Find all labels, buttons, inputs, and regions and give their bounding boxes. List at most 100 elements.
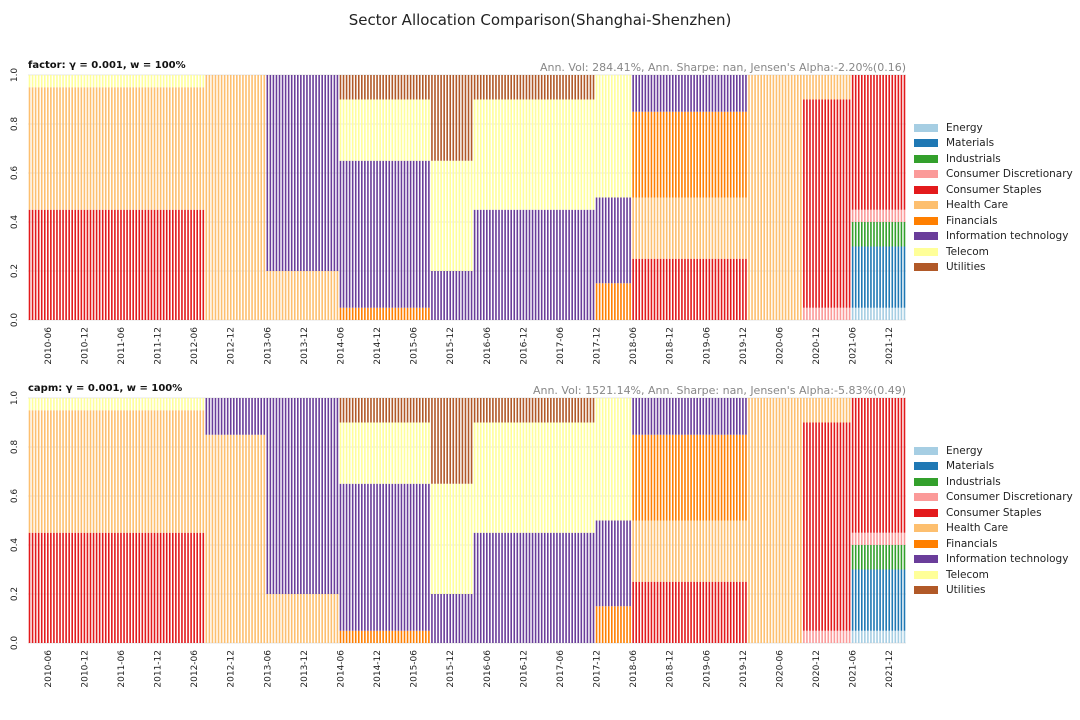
bar-segment-energy xyxy=(885,307,887,320)
legend-item: Health Care xyxy=(914,521,1073,537)
bar-segment-telecom xyxy=(476,99,479,210)
bar-segment-information-technology xyxy=(339,483,342,631)
x-tick-label: 2015-06 xyxy=(410,327,420,365)
bar-segment-health-care xyxy=(181,410,183,533)
bar-segment-health-care xyxy=(150,410,153,533)
bar-segment-consumer-staples xyxy=(104,532,107,643)
bar-segment-information-technology xyxy=(589,209,592,320)
bar-segment-utilities xyxy=(492,398,494,423)
bar-segment-consumer-staples xyxy=(120,532,122,643)
bar-segment-information-technology xyxy=(428,160,430,308)
bar-segment-financials xyxy=(367,307,369,320)
bar-segment-telecom xyxy=(403,99,406,161)
x-tick-label: 2010-12 xyxy=(80,650,90,688)
legend-label: Consumer Discretionary xyxy=(946,168,1073,181)
bar-segment-financials xyxy=(650,111,653,198)
bar-segment-health-care xyxy=(193,410,195,533)
bar-segment-information-technology xyxy=(711,398,714,435)
bar-segment-utilities xyxy=(501,398,503,423)
bar-segment-financials xyxy=(641,111,644,198)
bar-segment-health-care xyxy=(254,75,256,320)
bar-segment-health-care xyxy=(223,75,226,320)
bar-segment-health-care xyxy=(138,87,141,210)
bar-segment-consumer-discretionary xyxy=(845,307,848,320)
bar-segment-consumer-staples xyxy=(37,532,40,643)
bar-segment-information-technology xyxy=(379,483,381,631)
bar-segment-financials xyxy=(388,307,391,320)
bar-segment-information-technology xyxy=(723,398,726,435)
legend-label: Consumer Staples xyxy=(946,506,1042,519)
bar-segment-utilities xyxy=(425,75,427,100)
bar-segment-health-care xyxy=(647,520,650,582)
bar-segment-health-care xyxy=(720,520,723,582)
bar-segment-information-technology xyxy=(537,532,540,643)
bar-segment-health-care xyxy=(644,197,647,259)
bar-segment-health-care xyxy=(117,410,119,533)
bar-segment-telecom xyxy=(370,422,372,484)
bar-segment-health-care xyxy=(199,410,202,533)
bar-segment-materials xyxy=(885,246,887,308)
bar-segment-health-care xyxy=(781,75,784,320)
bar-segment-consumer-staples xyxy=(111,532,113,643)
bar-segment-consumer-staples xyxy=(138,209,141,320)
bar-segment-health-care xyxy=(638,520,641,582)
bar-segment-consumer-staples xyxy=(56,209,58,320)
bar-segment-telecom xyxy=(385,99,388,161)
legend-swatch xyxy=(914,170,938,179)
bar-segment-information-technology xyxy=(586,532,589,643)
bar-segment-information-technology xyxy=(595,520,598,607)
bar-segment-consumer-staples xyxy=(662,258,665,320)
bar-segment-financials xyxy=(739,434,741,521)
bar-segment-utilities xyxy=(440,75,442,161)
bar-segment-health-care xyxy=(80,410,83,533)
bar-segment-financials xyxy=(711,111,714,198)
bar-segment-financials xyxy=(635,434,637,521)
bar-segment-telecom xyxy=(492,99,494,210)
bar-segment-telecom xyxy=(458,483,461,594)
bar-segment-information-technology xyxy=(559,209,561,320)
bar-segment-telecom xyxy=(540,422,543,533)
bar-segment-telecom xyxy=(193,398,195,411)
legend-item: Materials xyxy=(914,136,1073,152)
bar-segment-telecom xyxy=(376,99,378,161)
bar-segment-utilities xyxy=(397,398,400,423)
bar-segment-health-care xyxy=(50,87,52,210)
bar-segment-telecom xyxy=(107,398,110,411)
bar-segment-utilities xyxy=(342,75,345,100)
bar-segment-information-technology xyxy=(559,532,561,643)
bar-segment-industrials xyxy=(882,222,884,247)
bar-segment-information-technology xyxy=(367,160,369,308)
bar-segment-health-care xyxy=(117,87,119,210)
bar-segment-health-care xyxy=(754,398,756,643)
bar-segment-consumer-staples xyxy=(71,209,73,320)
bar-segment-health-care xyxy=(687,197,689,259)
bar-segment-health-care xyxy=(632,520,634,582)
bar-segment-information-technology xyxy=(269,398,272,594)
bar-segment-information-technology xyxy=(303,75,305,271)
bar-segment-consumer-staples xyxy=(885,398,887,533)
factor-chart-panel: factor: γ = 0.001, w = 100% Ann. Vol: 28… xyxy=(10,60,906,365)
capm-panel-stats: Ann. Vol: 1521.14%, Ann. Sharpe: nan, Je… xyxy=(533,384,906,397)
x-tick-label: 2011-06 xyxy=(117,650,127,688)
bar-segment-consumer-staples xyxy=(720,258,723,320)
bar-segment-consumer-staples xyxy=(714,258,717,320)
bar-segment-telecom xyxy=(607,398,610,521)
bar-segment-consumer-discretionary xyxy=(827,630,830,643)
bar-segment-health-care xyxy=(251,75,253,320)
bar-segment-industrials xyxy=(876,545,878,570)
bar-segment-health-care xyxy=(745,520,747,582)
bar-segment-information-technology xyxy=(345,160,348,308)
bar-segment-financials xyxy=(696,434,698,521)
bar-segment-materials xyxy=(897,246,900,308)
bar-segment-health-care xyxy=(827,398,830,423)
bar-segment-telecom xyxy=(482,422,485,533)
bar-segment-information-technology xyxy=(361,483,363,631)
legend-item: Consumer Staples xyxy=(914,505,1073,521)
bar-segment-financials xyxy=(662,434,665,521)
x-tick-label: 2020-12 xyxy=(812,327,822,365)
bar-segment-health-care xyxy=(220,75,223,320)
legend-swatch xyxy=(914,539,938,548)
bar-segment-utilities xyxy=(370,75,372,100)
x-tick-label: 2019-06 xyxy=(702,327,712,365)
legend-item: Financials xyxy=(914,213,1073,229)
